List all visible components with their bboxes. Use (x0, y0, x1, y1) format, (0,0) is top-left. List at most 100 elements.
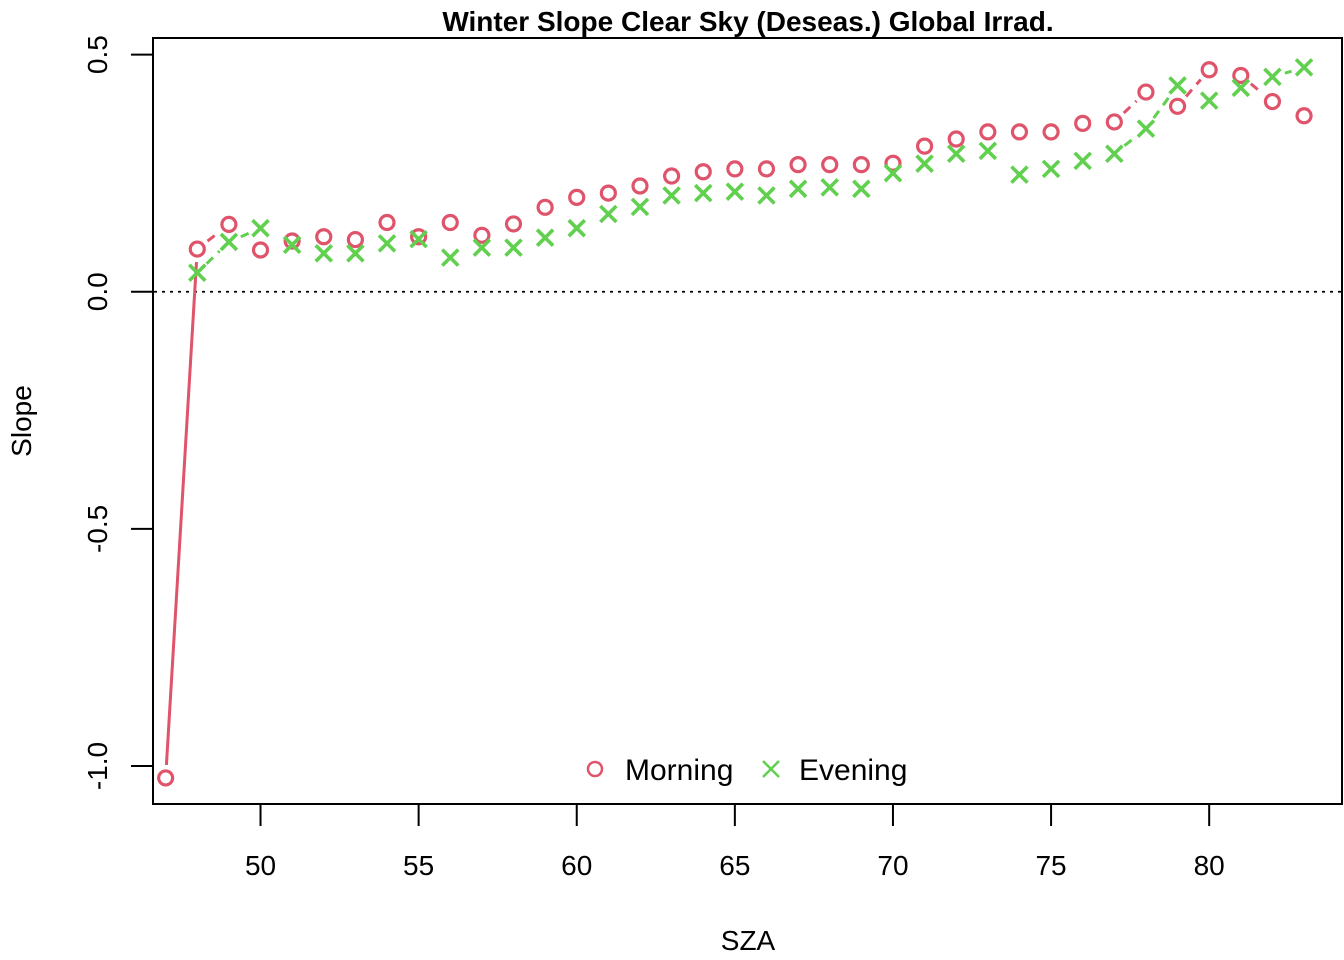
series-line-evening (1152, 95, 1172, 119)
legend-label-evening: Evening (799, 754, 907, 787)
data-point-evening (1168, 76, 1187, 95)
data-point-evening (314, 244, 334, 263)
data-point-evening (662, 186, 681, 205)
legend-marker-evening (762, 760, 780, 778)
y-tick-label: 0.0 (82, 272, 113, 311)
data-point-morning (441, 213, 459, 232)
series-line-evening (240, 232, 250, 239)
data-point-evening (1010, 165, 1029, 184)
data-point-morning (821, 156, 839, 174)
data-point-evening (725, 182, 745, 201)
data-point-morning (1200, 61, 1218, 79)
data-point-morning (1263, 92, 1282, 111)
data-point-morning (884, 154, 902, 172)
data-point-evening (1041, 159, 1061, 179)
data-point-morning (473, 226, 491, 244)
data-point-morning (410, 228, 428, 246)
data-point-morning (757, 160, 776, 178)
series-line-morning (206, 231, 220, 243)
data-point-morning (947, 130, 965, 148)
data-point-morning (1042, 123, 1060, 141)
data-point-evening (788, 179, 808, 199)
data-point-evening (978, 141, 998, 161)
chart-title: Winter Slope Clear Sky (Deseas.) Global … (442, 6, 1053, 37)
data-point-morning (1168, 97, 1187, 115)
data-point-evening (567, 218, 587, 238)
x-tick-label: 75 (1035, 850, 1066, 881)
data-point-evening (915, 154, 934, 173)
series-line-evening (1284, 69, 1293, 75)
data-point-evening (630, 197, 650, 217)
legend: Morning Evening (586, 754, 907, 787)
plot-area (152, 37, 1343, 805)
legend-label-morning: Morning (625, 754, 733, 787)
data-point-evening (251, 218, 270, 238)
y-axis: -1.0 -0.5 0.0 0.5 (82, 35, 154, 790)
data-point-evening (693, 183, 713, 203)
x-tick-label: 50 (245, 850, 276, 881)
data-point-evening (820, 178, 839, 197)
data-point-morning (220, 215, 238, 234)
y-tick-label: -1.0 (82, 742, 113, 790)
x-axis: 50 55 60 65 70 75 80 (245, 803, 1225, 881)
x-tick-label: 80 (1194, 850, 1225, 881)
data-point-evening (282, 235, 302, 255)
data-point-morning (979, 123, 997, 141)
data-point-evening (472, 238, 492, 257)
data-point-morning (536, 198, 554, 216)
data-point-morning (283, 232, 301, 250)
x-tick-label: 70 (877, 850, 908, 881)
data-point-morning (1295, 107, 1313, 125)
data-point-morning (1105, 113, 1123, 131)
data-point-morning (315, 228, 333, 246)
data-point-morning (663, 167, 681, 185)
data-point-evening (1199, 91, 1219, 110)
data-point-morning (568, 188, 586, 206)
data-point-evening (377, 234, 397, 253)
y-axis-label: Slope (6, 385, 37, 457)
data-point-morning (1074, 114, 1092, 132)
series-line-morning (1249, 82, 1264, 95)
data-point-morning (1010, 123, 1029, 141)
data-point-evening (409, 229, 428, 249)
data-point-morning (789, 156, 807, 174)
data-point-morning (852, 156, 870, 174)
x-tick-label: 60 (561, 850, 592, 881)
data-point-evening (1136, 119, 1156, 138)
data-point-morning (631, 177, 649, 195)
series-line-morning (164, 261, 198, 766)
data-point-morning (504, 215, 523, 233)
series-line-evening (205, 249, 221, 265)
series-line-evening (1123, 135, 1137, 147)
data-point-evening (504, 238, 523, 257)
data-point-morning (694, 163, 712, 181)
data-point-evening (535, 228, 555, 247)
data-point-evening (1231, 78, 1251, 98)
data-point-evening (883, 163, 903, 183)
data-point-morning (915, 137, 934, 155)
plot-frame (152, 37, 1343, 805)
data-point-evening (1263, 67, 1282, 87)
data-point-morning (157, 769, 175, 787)
data-point-evening (757, 186, 776, 205)
data-point-morning (1137, 83, 1155, 101)
series-points (157, 58, 1314, 787)
data-point-morning (599, 184, 617, 202)
data-point-evening (852, 179, 871, 199)
data-point-evening (1105, 144, 1124, 164)
data-point-evening (946, 144, 966, 164)
legend-marker-morning (586, 760, 604, 778)
data-point-morning (378, 213, 396, 232)
data-point-morning (726, 160, 744, 178)
series-line-morning (1122, 99, 1138, 115)
data-point-evening (219, 232, 239, 252)
series-lines (164, 69, 1293, 766)
data-point-morning (251, 241, 270, 259)
series-line-morning (1184, 78, 1202, 98)
x-tick-label: 65 (719, 850, 750, 881)
data-point-evening (1073, 151, 1092, 171)
data-point-evening (1294, 58, 1314, 77)
data-point-evening (599, 204, 618, 224)
data-point-evening (187, 263, 207, 283)
